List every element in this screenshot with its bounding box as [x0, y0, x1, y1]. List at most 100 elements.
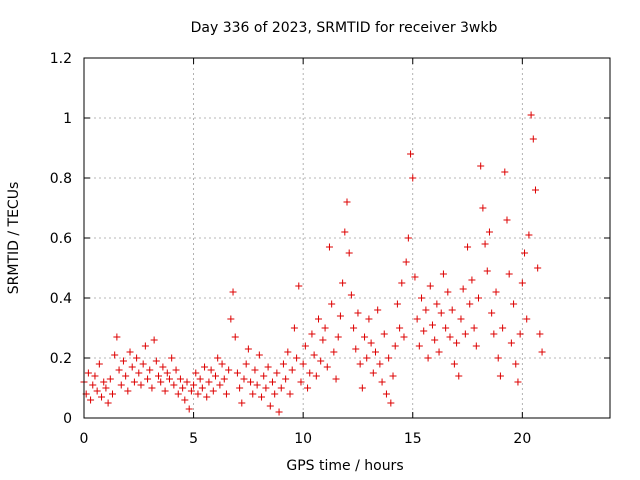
data-point	[315, 315, 323, 323]
data-point	[367, 339, 375, 347]
data-point	[363, 354, 371, 362]
x-tick-label: 0	[80, 431, 89, 447]
data-point	[457, 315, 465, 323]
data-point	[258, 393, 266, 401]
x-tick-label: 20	[513, 431, 531, 447]
data-point	[279, 360, 287, 368]
data-point	[222, 390, 230, 398]
data-point	[106, 375, 114, 383]
data-point	[365, 315, 373, 323]
data-point	[124, 387, 132, 395]
data-point	[260, 372, 268, 380]
x-axis-label: GPS time / hours	[286, 458, 403, 474]
data-point	[400, 333, 408, 341]
data-point	[455, 372, 463, 380]
data-point	[404, 234, 412, 242]
data-point	[464, 243, 472, 251]
data-point	[290, 324, 298, 332]
data-point	[236, 384, 244, 392]
data-point	[343, 198, 351, 206]
axis-ticks: 0 0.2 0.4 0.6 0.8 1 1.2 0 5 10 15 20	[50, 51, 610, 447]
data-point	[369, 369, 377, 377]
data-point	[483, 267, 491, 275]
data-point	[380, 330, 388, 338]
data-point	[161, 387, 169, 395]
data-point	[251, 366, 259, 374]
data-point	[242, 360, 250, 368]
data-point	[466, 300, 474, 308]
data-point	[446, 333, 454, 341]
data-point	[505, 270, 513, 278]
data-point	[433, 300, 441, 308]
data-points	[80, 111, 546, 416]
data-point	[152, 357, 160, 365]
data-point	[413, 315, 421, 323]
x-tick-label: 10	[294, 431, 312, 447]
data-point	[168, 354, 176, 362]
data-point	[231, 333, 239, 341]
data-point	[391, 342, 399, 350]
data-point	[216, 381, 224, 389]
data-point	[137, 381, 145, 389]
data-point	[453, 339, 461, 347]
data-point	[312, 372, 320, 380]
data-point	[238, 399, 246, 407]
data-point	[271, 390, 279, 398]
data-point	[190, 381, 198, 389]
y-tick-label: 0	[63, 411, 72, 427]
data-point	[393, 300, 401, 308]
y-tick-label: 0.4	[50, 291, 72, 307]
data-point	[439, 270, 447, 278]
data-point	[529, 135, 537, 143]
data-point	[117, 381, 125, 389]
data-point	[262, 384, 270, 392]
data-point	[409, 174, 417, 182]
data-point	[203, 393, 211, 401]
data-point	[218, 360, 226, 368]
data-point	[91, 372, 99, 380]
data-point	[472, 342, 480, 350]
data-point	[185, 405, 193, 413]
data-point	[415, 342, 423, 350]
data-point	[385, 354, 393, 362]
data-point	[431, 336, 439, 344]
data-point	[428, 321, 436, 329]
data-point	[358, 384, 366, 392]
data-point	[122, 372, 130, 380]
data-point	[264, 363, 272, 371]
x-tick-label: 5	[189, 431, 198, 447]
data-point	[299, 360, 307, 368]
data-point	[119, 357, 127, 365]
data-point	[354, 309, 362, 317]
y-tick-label: 0.8	[50, 171, 72, 187]
data-point	[387, 399, 395, 407]
data-point	[523, 315, 531, 323]
data-point	[442, 324, 450, 332]
data-point	[293, 354, 301, 362]
data-point	[494, 354, 502, 362]
data-point	[422, 306, 430, 314]
grid-lines	[84, 58, 610, 418]
data-point	[277, 384, 285, 392]
data-point	[514, 378, 522, 386]
data-point	[398, 279, 406, 287]
data-point	[93, 387, 101, 395]
data-point	[233, 369, 241, 377]
data-point	[308, 330, 316, 338]
data-point	[102, 384, 110, 392]
data-point	[225, 366, 233, 374]
data-point	[187, 387, 195, 395]
data-point	[323, 363, 331, 371]
data-point	[378, 378, 386, 386]
data-point	[371, 348, 379, 356]
data-point	[115, 366, 123, 374]
data-point	[297, 378, 305, 386]
data-point	[496, 372, 504, 380]
data-point	[144, 375, 152, 383]
data-point	[157, 378, 165, 386]
data-point	[319, 336, 327, 344]
data-point	[339, 279, 347, 287]
x-tick-label: 15	[404, 431, 422, 447]
data-point	[352, 345, 360, 353]
data-point	[534, 264, 542, 272]
